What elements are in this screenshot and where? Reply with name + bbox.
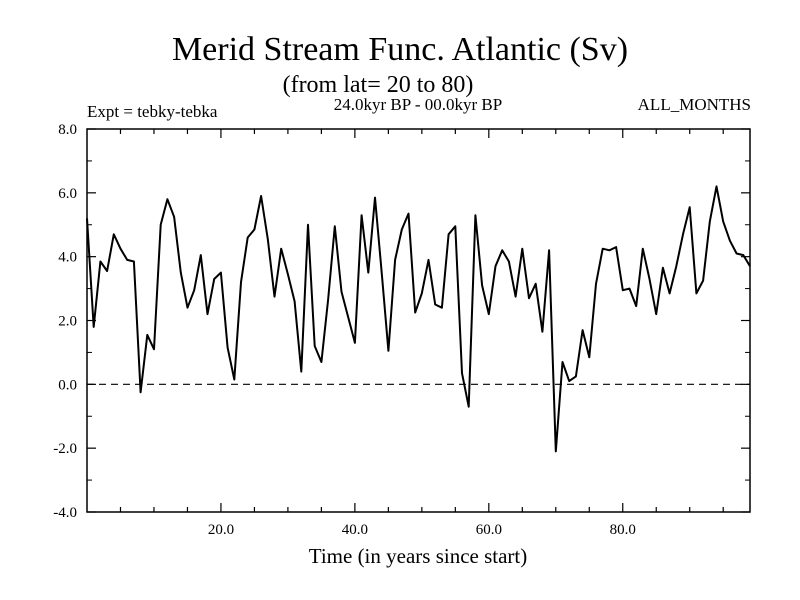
period-label: 24.0kyr BP - 00.0kyr BP	[334, 95, 502, 114]
x-tick-label: 60.0	[476, 522, 502, 538]
series-line	[86, 185, 751, 453]
y-tick-label: 2.0	[58, 314, 77, 330]
y-tick-label: 6.0	[58, 186, 77, 202]
y-tick-label: 8.0	[58, 122, 77, 138]
plot-frame	[86, 128, 751, 513]
x-tick-label: 20.0	[208, 522, 234, 538]
months-label: ALL_MONTHS	[638, 95, 751, 114]
y-tick-label: -4.0	[53, 505, 77, 521]
x-tick-label: 40.0	[342, 522, 368, 538]
x-tick-label: 80.0	[610, 522, 636, 538]
experiment-label: Expt = tebky-tebka	[87, 102, 218, 121]
y-tick-label: -2.0	[53, 441, 77, 457]
y-tick-label: 4.0	[58, 250, 77, 266]
y-tick-label: 0.0	[58, 377, 77, 393]
x-axis-label: Time (in years since start)	[309, 544, 528, 568]
chart-title: Merid Stream Func. Atlantic (Sv)	[172, 31, 628, 68]
chart-subtitle: (from lat= 20 to 80)	[283, 72, 474, 98]
